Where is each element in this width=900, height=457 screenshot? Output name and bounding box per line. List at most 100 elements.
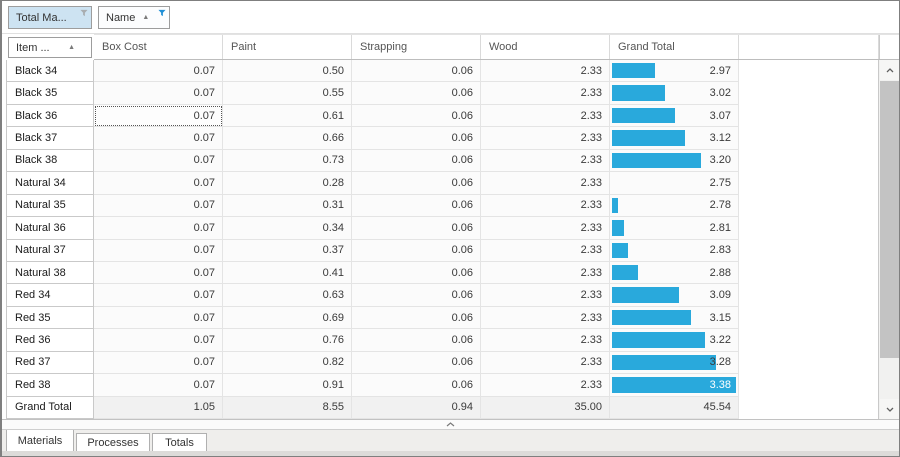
row-header-cell[interactable]: Black 35 [6, 82, 94, 105]
data-cell[interactable]: 0.07 [94, 127, 223, 150]
data-cell[interactable]: 0.63 [223, 284, 352, 307]
grand-total-cell[interactable]: 3.22 [610, 329, 739, 352]
column-header-paint[interactable]: Paint [223, 35, 352, 59]
field-button-total-materials[interactable]: Total Ma... [8, 6, 92, 29]
data-cell[interactable]: 0.91 [223, 374, 352, 397]
data-cell[interactable]: 8.55 [223, 396, 352, 419]
data-cell[interactable]: 2.33 [481, 194, 610, 218]
data-cell[interactable]: 0.50 [223, 60, 352, 83]
data-cell[interactable]: 2.33 [481, 127, 610, 150]
data-cell[interactable]: 0.07 [94, 149, 223, 173]
data-cell[interactable]: 2.33 [481, 329, 610, 352]
data-cell[interactable]: 2.33 [481, 261, 610, 285]
data-cell[interactable]: 2.33 [481, 149, 610, 173]
data-cell[interactable]: 0.07 [94, 217, 223, 240]
data-cell[interactable]: 0.06 [352, 306, 481, 330]
grand-total-cell[interactable]: 3.12 [610, 127, 739, 150]
data-cell[interactable]: 0.76 [223, 329, 352, 352]
grand-total-cell[interactable]: 2.78 [610, 194, 739, 218]
data-cell[interactable]: 0.07 [94, 374, 223, 397]
collapse-panel-bar[interactable] [2, 419, 899, 430]
field-button-item[interactable]: Item ... ▲ [8, 37, 92, 58]
data-cell[interactable]: 0.07 [94, 306, 223, 330]
data-cell[interactable]: 0.73 [223, 149, 352, 173]
tab-materials[interactable]: Materials [6, 430, 74, 453]
data-cell[interactable]: 35.00 [481, 396, 610, 419]
data-cell[interactable]: 0.28 [223, 172, 352, 195]
row-header-cell[interactable]: Black 36 [6, 104, 94, 128]
vertical-scrollbar[interactable] [878, 60, 899, 419]
row-header-cell[interactable]: Black 38 [6, 149, 94, 173]
grand-total-cell[interactable]: 2.75 [610, 172, 739, 195]
data-cell[interactable]: 0.07 [94, 351, 223, 375]
data-cell[interactable]: 2.33 [481, 239, 610, 262]
tab-processes[interactable]: Processes [76, 433, 150, 453]
data-cell[interactable]: 0.06 [352, 149, 481, 173]
data-cell[interactable]: 2.33 [481, 351, 610, 375]
filter-icon[interactable] [80, 9, 88, 17]
data-cell[interactable]: 0.07 [94, 329, 223, 352]
row-header-cell[interactable]: Red 35 [6, 306, 94, 330]
scroll-down-button[interactable] [880, 399, 899, 419]
data-cell[interactable]: 0.06 [352, 127, 481, 150]
data-cell[interactable]: 2.33 [481, 374, 610, 397]
data-cell[interactable]: 0.07 [94, 82, 223, 105]
grand-total-cell[interactable]: 3.38 [610, 374, 739, 397]
grand-total-cell[interactable]: 3.20 [610, 149, 739, 173]
row-header-cell[interactable]: Natural 34 [6, 172, 94, 195]
data-cell[interactable]: 2.33 [481, 284, 610, 307]
data-cell[interactable]: 0.07 [94, 261, 223, 285]
data-cell[interactable]: 2.33 [481, 104, 610, 128]
row-header-cell[interactable]: Natural 37 [6, 239, 94, 262]
data-cell[interactable]: 0.34 [223, 217, 352, 240]
data-cell[interactable]: 0.07 [94, 284, 223, 307]
grand-total-cell[interactable]: 3.02 [610, 82, 739, 105]
filter-active-icon[interactable] [158, 9, 166, 17]
row-header-cell[interactable]: Natural 35 [6, 194, 94, 218]
row-header-cell[interactable]: Red 38 [6, 374, 94, 397]
data-cell[interactable]: 0.66 [223, 127, 352, 150]
grand-total-cell[interactable]: 45.54 [610, 396, 739, 419]
row-header-cell[interactable]: Red 37 [6, 351, 94, 375]
data-cell[interactable]: 0.06 [352, 217, 481, 240]
data-cell[interactable]: 0.31 [223, 194, 352, 218]
row-header-cell[interactable]: Black 34 [6, 60, 94, 83]
data-cell[interactable]: 0.61 [223, 104, 352, 128]
data-cell[interactable]: 0.07 [94, 60, 223, 83]
data-cell[interactable]: 0.07 [94, 194, 223, 218]
grand-total-cell[interactable]: 2.81 [610, 217, 739, 240]
data-cell[interactable]: 0.37 [223, 239, 352, 262]
row-header-cell[interactable]: Black 37 [6, 127, 94, 150]
data-cell[interactable]: 0.06 [352, 60, 481, 83]
data-cell[interactable]: 0.06 [352, 351, 481, 375]
data-cell[interactable]: 2.33 [481, 306, 610, 330]
tab-totals[interactable]: Totals [152, 433, 207, 453]
data-cell[interactable]: 1.05 [94, 396, 223, 419]
grand-total-cell[interactable]: 2.88 [610, 261, 739, 285]
data-cell[interactable]: 0.07 [94, 239, 223, 262]
row-header-cell[interactable]: Natural 36 [6, 217, 94, 240]
data-cell[interactable]: 0.06 [352, 172, 481, 195]
column-header-box-cost[interactable]: Box Cost [94, 35, 223, 59]
data-cell[interactable]: 0.06 [352, 329, 481, 352]
row-header-cell[interactable]: Natural 38 [6, 261, 94, 285]
grand-total-cell[interactable]: 3.28 [610, 351, 739, 375]
data-cell[interactable]: 0.06 [352, 261, 481, 285]
column-header-strapping[interactable]: Strapping [352, 35, 481, 59]
grand-total-cell[interactable]: 3.09 [610, 284, 739, 307]
data-cell[interactable]: 0.69 [223, 306, 352, 330]
data-cell[interactable]: 0.55 [223, 82, 352, 105]
data-cell[interactable]: 0.06 [352, 374, 481, 397]
column-header-grand-total[interactable]: Grand Total [610, 35, 739, 59]
row-header-cell[interactable]: Red 34 [6, 284, 94, 307]
data-cell[interactable]: 0.07 [94, 104, 223, 128]
data-cell[interactable]: 0.41 [223, 261, 352, 285]
data-cell[interactable]: 2.33 [481, 172, 610, 195]
data-cell[interactable]: 0.82 [223, 351, 352, 375]
data-cell[interactable]: 2.33 [481, 60, 610, 83]
grand-total-cell[interactable]: 2.97 [610, 60, 739, 83]
field-button-name[interactable]: Name ▲ [98, 6, 170, 29]
grand-total-cell[interactable]: 2.83 [610, 239, 739, 262]
data-cell[interactable]: 0.06 [352, 82, 481, 105]
scrollbar-thumb[interactable] [880, 81, 899, 358]
